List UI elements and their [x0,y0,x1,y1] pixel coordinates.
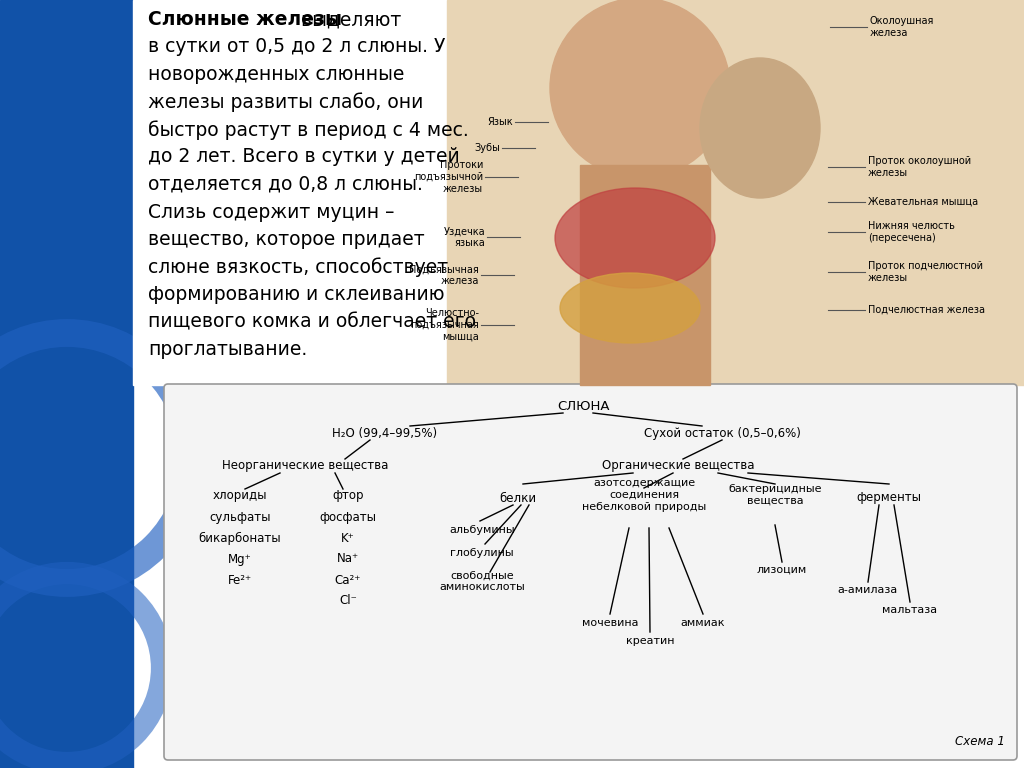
Text: фосфаты: фосфаты [319,511,377,524]
Text: проглатывание.: проглатывание. [148,340,307,359]
Text: белки: белки [500,492,537,505]
Text: Челюстно-
подъязычная
мышца: Челюстно- подъязычная мышца [411,309,479,342]
Text: Язык: Язык [487,117,513,127]
Bar [133,0,1024,385]
Text: Зубы: Зубы [474,143,500,153]
Text: бикарбонаты: бикарбонаты [199,531,282,545]
Text: Неорганические вещества: Неорганические вещества [222,459,388,472]
Text: фтор: фтор [332,489,364,502]
Text: креатин: креатин [626,636,674,646]
Text: Проток околоушной
железы: Проток околоушной железы [868,156,971,178]
Text: аммиак: аммиак [681,618,725,628]
Text: мальтаза: мальтаза [883,605,938,615]
Text: Жевательная мышца: Жевательная мышца [868,197,978,207]
Text: отделяется до 0,8 л слюны.: отделяется до 0,8 л слюны. [148,175,423,194]
Text: Ca²⁺: Ca²⁺ [335,574,361,587]
Text: новорожденных слюнные: новорожденных слюнные [148,65,404,84]
Text: в сутки от 0,5 до 2 л слюны. У: в сутки от 0,5 до 2 л слюны. У [148,38,445,57]
Text: слюне вязкость, способствует: слюне вязкость, способствует [148,257,449,277]
Text: пищевого комка и облегчает его: пищевого комка и облегчает его [148,313,476,332]
Bar [580,165,710,385]
Circle shape [550,0,730,178]
Text: вещество, которое придает: вещество, которое придает [148,230,425,249]
Text: Na⁺: Na⁺ [337,552,359,565]
Text: СЛЮНА: СЛЮНА [557,399,609,412]
Bar [0,0,133,768]
Text: железы развиты слабо, они: железы развиты слабо, они [148,92,423,112]
Text: сульфаты: сульфаты [209,511,270,524]
Bar [447,0,1024,385]
Text: Схема 1: Схема 1 [955,735,1005,748]
Text: до 2 лет. Всего в сутки у детей: до 2 лет. Всего в сутки у детей [148,147,460,167]
Text: азотсодержащие
соединения
небелковой природы: азотсодержащие соединения небелковой при… [582,478,707,511]
Text: Н₂О (99,4–99,5%): Н₂О (99,4–99,5%) [333,426,437,439]
Text: Уздечка
языка: Уздечка языка [443,227,485,248]
Text: Околоушная
железа: Околоушная железа [870,16,934,38]
Text: Проток подчелюстной
железы: Проток подчелюстной железы [868,261,983,283]
Ellipse shape [560,273,700,343]
FancyBboxPatch shape [164,384,1017,760]
Ellipse shape [555,188,715,288]
Text: Подъязычная
железа: Подъязычная железа [410,264,479,286]
Text: свободные
аминокислоты: свободные аминокислоты [439,570,525,592]
Text: Сухой остаток (0,5–0,6%): Сухой остаток (0,5–0,6%) [643,426,801,439]
Text: хлориды: хлориды [213,489,267,502]
Text: быстро растут в период с 4 мес.: быстро растут в период с 4 мес. [148,120,469,140]
Text: Нижняя челюсть
(пересечена): Нижняя челюсть (пересечена) [868,221,954,243]
Text: лизоцим: лизоцим [757,565,807,575]
Text: альбумины: альбумины [450,525,515,535]
Text: выделяют: выделяют [295,10,401,29]
Text: ферменты: ферменты [856,492,922,505]
Text: а-амилаза: а-амилаза [838,585,898,595]
Text: Слюнные железы: Слюнные железы [148,10,342,29]
Text: бактерицидные
вещества: бактерицидные вещества [728,484,821,506]
Text: глобулины: глобулины [451,548,514,558]
Text: формированию и склеиванию: формированию и склеиванию [148,285,444,304]
Text: Подчелюстная железа: Подчелюстная железа [868,305,985,315]
Text: Mg⁺: Mg⁺ [228,552,252,565]
Text: мочевина: мочевина [582,618,638,628]
Text: Слизь содержит муцин –: Слизь содержит муцин – [148,203,394,221]
Text: Fe²⁺: Fe²⁺ [228,574,252,587]
Text: Органические вещества: Органические вещества [602,459,755,472]
Ellipse shape [700,58,820,198]
Text: K⁺: K⁺ [341,531,355,545]
Text: Протоки
подъязычной
железы: Протоки подъязычной железы [414,161,483,194]
Text: Cl⁻: Cl⁻ [339,594,357,607]
